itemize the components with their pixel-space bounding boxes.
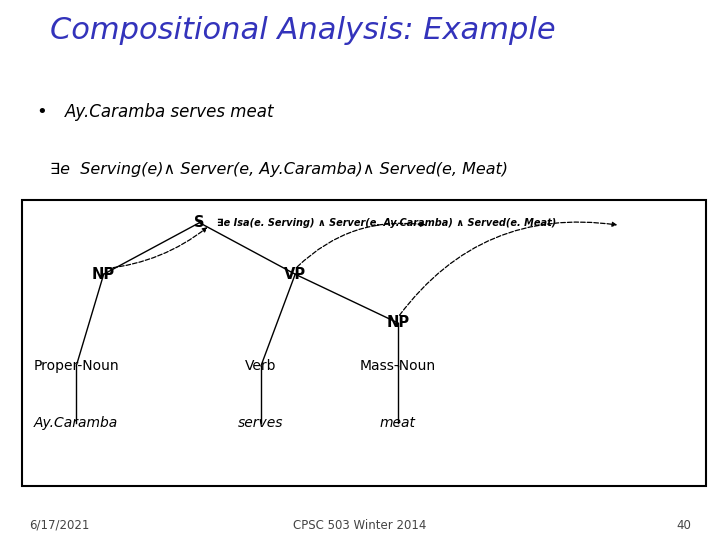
Text: ∃e  Serving(e)∧ Server(e, Ay.Caramba)∧ Served(e, Meat): ∃e Serving(e)∧ Server(e, Ay.Caramba)∧ Se… <box>50 162 508 177</box>
Text: ∃e Isa(e. Serving) ∧ Server(e. Ay.Caramba) ∧ Served(e. Meat): ∃e Isa(e. Serving) ∧ Server(e. Ay.Caramb… <box>217 218 557 228</box>
Text: meat: meat <box>380 416 416 430</box>
Text: Verb: Verb <box>246 359 276 373</box>
Text: Compositional Analysis: Example: Compositional Analysis: Example <box>50 16 556 45</box>
Text: 6/17/2021: 6/17/2021 <box>29 519 89 532</box>
Text: CPSC 503 Winter 2014: CPSC 503 Winter 2014 <box>293 519 427 532</box>
Text: 40: 40 <box>676 519 691 532</box>
Text: NP: NP <box>92 267 115 282</box>
Text: NP: NP <box>386 315 410 330</box>
FancyArrowPatch shape <box>297 222 425 267</box>
FancyArrowPatch shape <box>107 228 207 268</box>
Text: serves: serves <box>238 416 284 430</box>
Text: •: • <box>36 103 47 120</box>
Text: Ay.Caramba: Ay.Caramba <box>34 416 119 430</box>
Text: Ay.Caramba serves meat: Ay.Caramba serves meat <box>65 103 274 120</box>
Text: VP: VP <box>284 267 306 282</box>
Bar <box>22 200 706 486</box>
FancyArrowPatch shape <box>400 222 616 315</box>
Text: Proper-Noun: Proper-Noun <box>34 359 119 373</box>
Text: Mass-Noun: Mass-Noun <box>360 359 436 373</box>
Text: S: S <box>194 215 204 230</box>
